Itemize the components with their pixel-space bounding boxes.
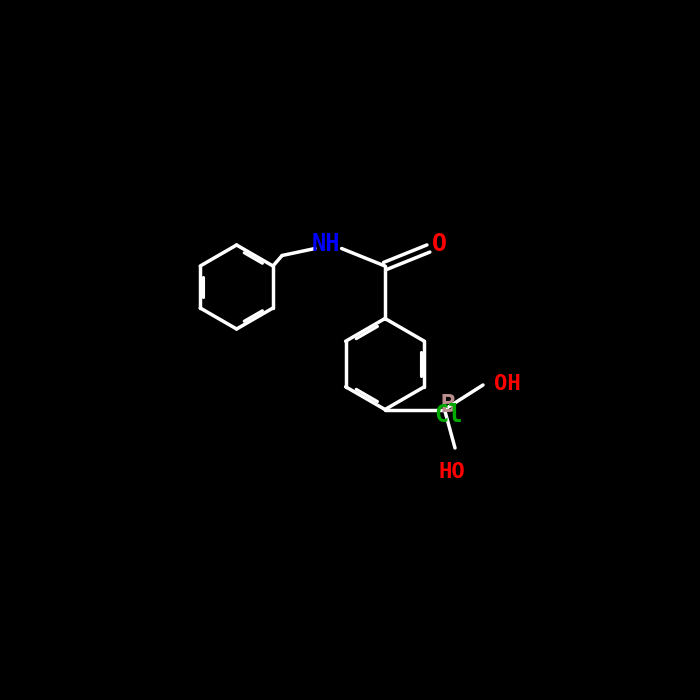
Text: NH: NH	[312, 232, 340, 256]
Text: OH: OH	[494, 374, 521, 393]
Text: Cl: Cl	[435, 402, 463, 427]
Text: HO: HO	[438, 463, 465, 482]
Text: O: O	[431, 232, 447, 256]
Text: B: B	[440, 393, 456, 416]
